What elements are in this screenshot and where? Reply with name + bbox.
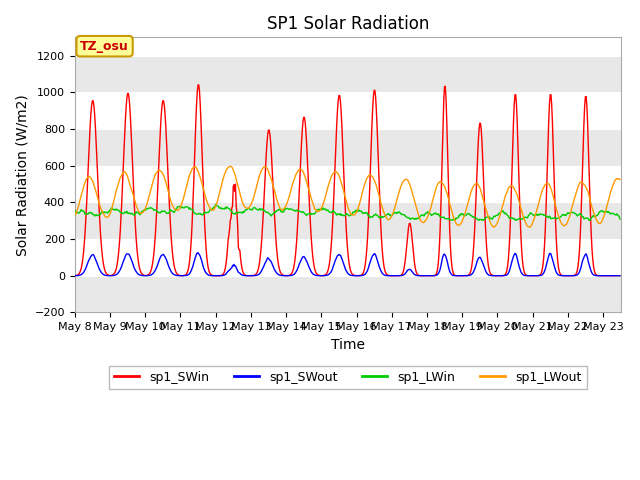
sp1_LWout [490, 224, 497, 230]
sp1_LWout [463, 205, 470, 211]
Bar [75, 203, 621, 239]
sp1_SWin [195, 82, 203, 88]
sp1_LWout [147, 186, 155, 192]
sp1_SWout [304, 262, 312, 267]
sp1_SWout [147, 272, 155, 278]
sp1_SWout [476, 254, 484, 260]
sp1_LWout [73, 208, 81, 214]
Bar [75, 56, 621, 92]
sp1_LWin [586, 217, 594, 223]
sp1_LWout [324, 182, 332, 188]
sp1_LWin [73, 209, 81, 215]
sp1_SWout [73, 273, 81, 278]
sp1_LWin [304, 211, 312, 217]
sp1_SWout [600, 273, 607, 278]
Title: SP1 Solar Radiation: SP1 Solar Radiation [266, 15, 429, 33]
sp1_SWin [600, 273, 607, 278]
sp1_SWout [616, 273, 624, 278]
sp1_LWin [463, 212, 470, 217]
Line: sp1_LWout: sp1_LWout [75, 167, 620, 227]
Line: sp1_LWin: sp1_LWin [75, 204, 620, 220]
sp1_SWout [463, 273, 470, 278]
sp1_SWin [476, 120, 484, 126]
Y-axis label: Solar Radiation (W/m2): Solar Radiation (W/m2) [15, 94, 29, 256]
sp1_LWin [324, 208, 332, 214]
sp1_SWin [324, 265, 332, 271]
sp1_SWin [71, 273, 79, 278]
sp1_SWout [194, 250, 202, 256]
sp1_SWout [324, 272, 332, 277]
sp1_SWout [71, 273, 79, 278]
sp1_LWout [227, 164, 234, 169]
sp1_LWin [147, 205, 155, 211]
sp1_SWin [147, 267, 155, 273]
sp1_LWout [304, 185, 312, 191]
sp1_LWin [476, 216, 484, 222]
Bar [75, 129, 621, 166]
Text: TZ_osu: TZ_osu [80, 40, 129, 53]
sp1_SWin [616, 273, 624, 278]
Line: sp1_SWout: sp1_SWout [75, 253, 620, 276]
sp1_LWin [616, 216, 624, 222]
sp1_SWin [463, 273, 470, 278]
sp1_LWout [476, 185, 484, 191]
sp1_SWin [304, 172, 312, 178]
sp1_LWout [71, 212, 79, 218]
sp1_LWout [616, 177, 624, 182]
sp1_LWin [212, 201, 220, 207]
Legend: sp1_SWin, sp1_SWout, sp1_LWin, sp1_LWout: sp1_SWin, sp1_SWout, sp1_LWin, sp1_LWout [109, 366, 587, 389]
X-axis label: Time: Time [331, 337, 365, 352]
Bar [75, 276, 621, 312]
sp1_LWin [71, 208, 79, 214]
Line: sp1_SWin: sp1_SWin [75, 85, 620, 276]
sp1_SWin [73, 272, 81, 278]
